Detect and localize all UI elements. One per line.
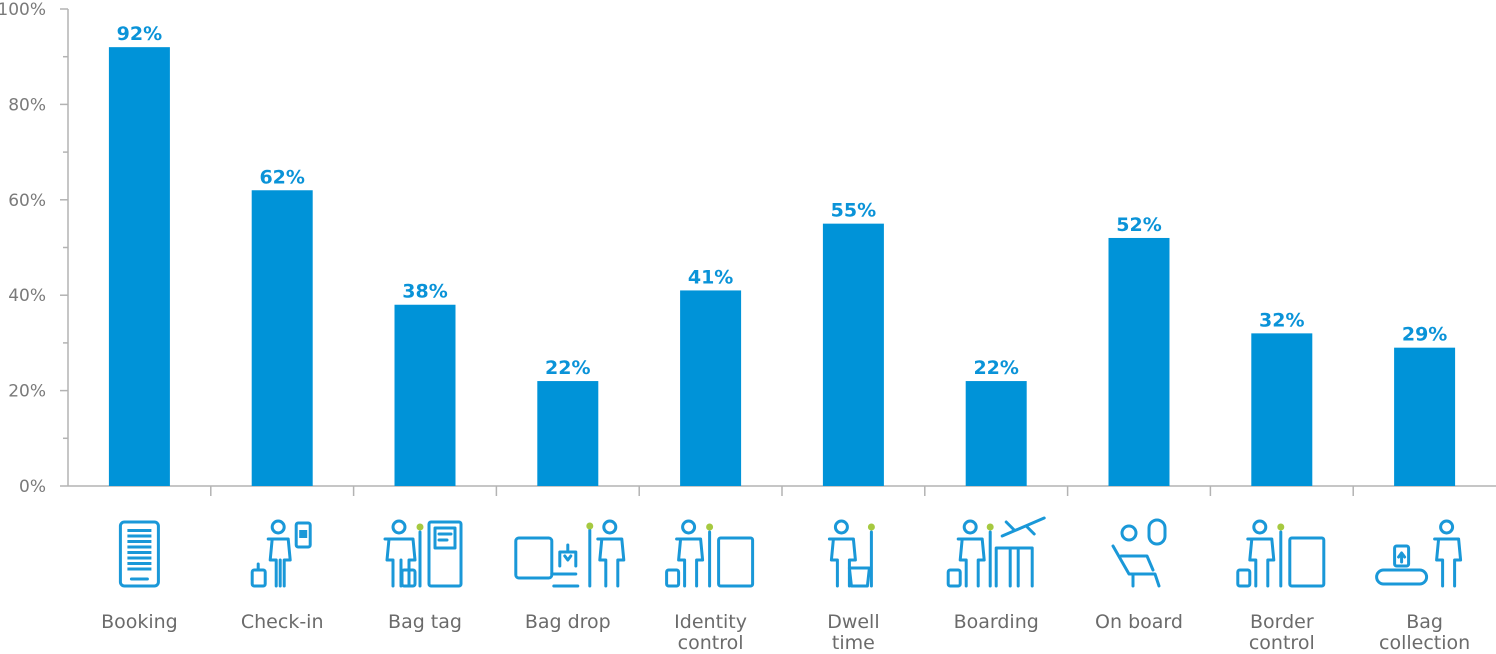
bar-value-label: 52% [1116, 214, 1161, 236]
on-board-seat-icon [1111, 518, 1167, 588]
bag-drop-icon [514, 519, 626, 588]
bar-value-label: 22% [973, 357, 1018, 379]
bar [251, 190, 313, 486]
y-tick-label: 40% [8, 286, 46, 306]
bar-value-label: 92% [117, 23, 162, 45]
category-label: On board [1095, 611, 1183, 633]
bar [680, 290, 742, 486]
bar-value-label: 38% [402, 281, 447, 303]
bar [822, 223, 884, 486]
y-axis: 0% 20% 40% 60% 80% 100% [0, 0, 69, 497]
tablet-icon [118, 520, 160, 588]
bar-value-label: 41% [688, 266, 733, 288]
y-tick-label: 100% [0, 0, 46, 20]
bars [108, 47, 1456, 486]
bar-value-label: 22% [545, 357, 590, 379]
bar-value-label: 29% [1402, 324, 1447, 346]
y-tick-label: 80% [8, 95, 46, 115]
bar-value-label: 62% [259, 166, 304, 188]
x-axis [68, 485, 1496, 496]
category-label: Identity [674, 611, 747, 633]
bar-value-label: 32% [1259, 309, 1304, 331]
bar [1251, 333, 1313, 486]
bag-collection-carousel-icon [1375, 519, 1463, 588]
y-tick-label: 60% [8, 191, 46, 211]
bar-value-label: 55% [831, 200, 876, 222]
bar [537, 381, 599, 486]
category-label: time [832, 632, 875, 654]
category-label: control [1249, 632, 1315, 654]
dwell-time-shopping-icon [827, 519, 875, 588]
category-label: Bag tag [388, 611, 462, 633]
category-label: Border [1250, 611, 1314, 633]
border-control-icon [1236, 519, 1326, 588]
category-label: control [678, 632, 744, 654]
bag-tag-kiosk-icon [383, 519, 463, 588]
boarding-gate-icon [946, 516, 1046, 588]
bar [1394, 347, 1456, 486]
bar-value-labels: 92% 62% 38% 22% 41% 55% 22% 52% 32% 29% [117, 23, 1448, 379]
y-tick-label: 20% [8, 382, 46, 402]
bar [1108, 237, 1170, 486]
y-tick-label: 0% [19, 477, 46, 497]
bar [108, 47, 170, 486]
category-label: Bag drop [525, 611, 611, 633]
category-label: Booking [101, 611, 178, 633]
bar [394, 304, 456, 486]
category-label: Bag [1406, 611, 1443, 633]
bar [965, 381, 1027, 486]
category-label: Check-in [241, 611, 324, 633]
category-label: collection [1379, 632, 1470, 654]
check-in-phone-icon [250, 519, 312, 588]
identity-control-icon [665, 519, 755, 588]
category-label: Boarding [954, 611, 1039, 633]
category-labels: Booking Check-in Bag tag Bag drop Identityco… [101, 611, 1470, 654]
category-label: Dwell [827, 611, 879, 633]
category-icons [118, 516, 1463, 588]
